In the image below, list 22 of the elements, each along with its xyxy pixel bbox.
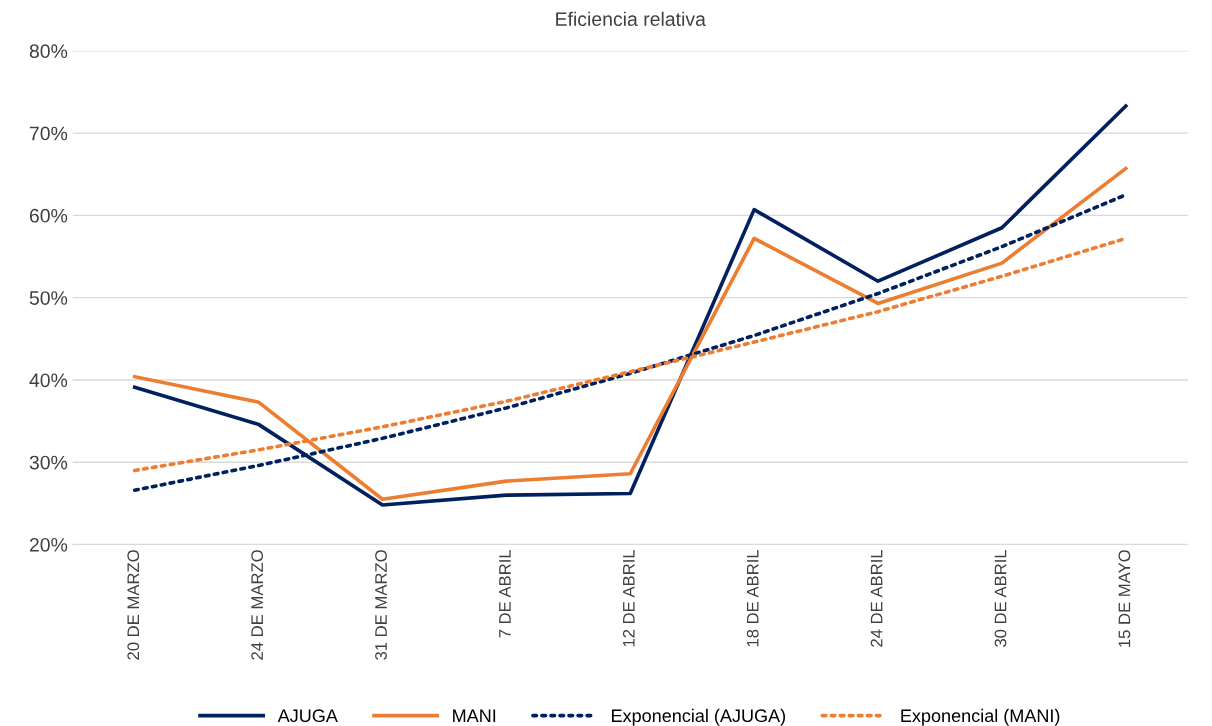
x-tick-label: 20 DE MARZO [127, 550, 140, 660]
x-tick-label: 7 DE ABRIL [499, 549, 511, 638]
x-tick-label: 24 DE MARZO [251, 550, 264, 660]
y-tick-label: 30% [29, 455, 68, 470]
y-tick-label: 80% [29, 44, 68, 59]
y-tick-label: 40% [29, 373, 68, 388]
x-tick-label: 12 DE ABRIL [622, 549, 635, 647]
x-tick-label: 18 DE ABRIL [746, 549, 759, 647]
legend-label: Exponencial (MANI) [901, 708, 1060, 726]
y-tick-label: 20% [29, 537, 68, 552]
x-tick-label: 31 DE MARZO [375, 550, 387, 660]
x-tick-label: 24 DE ABRIL [870, 549, 883, 647]
y-tick-label: 50% [29, 291, 68, 305]
line-series [132, 104, 1128, 507]
legend-label: AJUGA [277, 709, 338, 723]
x-tick-label: 30 DE ABRIL [994, 549, 1007, 647]
x-tick-label: 15 DE MAYO [1118, 550, 1131, 647]
y-tick-label: 60% [29, 208, 68, 223]
y-tick-label: 70% [29, 126, 68, 141]
legend-label: Exponencial (AJUGA) [612, 708, 786, 726]
chart-title: Eficiencia relativa [556, 11, 706, 27]
legend-label: MANI [453, 709, 496, 722]
